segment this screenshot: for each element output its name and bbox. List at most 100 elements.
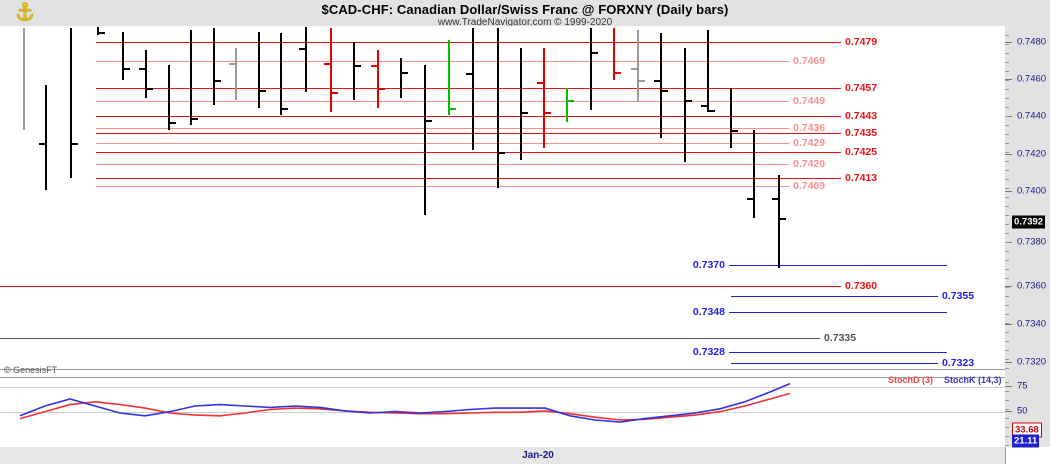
ohlc-open-tick (324, 63, 331, 65)
axis-tick (1005, 89, 1009, 90)
axis-tick (1005, 98, 1009, 99)
axis-tick (1005, 224, 1009, 225)
price-level-line (729, 352, 947, 353)
anchor-logo-icon (10, 0, 40, 24)
axis-tick (1005, 42, 1012, 43)
price-level-line (96, 101, 789, 102)
ohlc-bar (122, 32, 124, 80)
ohlc-open-tick (139, 68, 146, 70)
price-level-label: 0.7449 (793, 95, 826, 107)
ohlc-bar (590, 28, 592, 110)
ohlc-close-tick (259, 90, 266, 92)
price-chart-pane[interactable]: 0.7479 0.7469 0.7457 0.7449 0.7443 0.7436 0.74… (0, 26, 1006, 369)
price-level-line (96, 42, 841, 43)
price-level-label: 0.7443 (845, 110, 878, 122)
ohlc-open-tick (631, 68, 638, 70)
ohlc-bar (520, 48, 522, 160)
axis-tick (1005, 427, 1009, 428)
stochastic-pane[interactable] (0, 377, 1006, 449)
price-level-line (731, 296, 938, 297)
price-level-label: 0.7413 (845, 172, 878, 184)
axis-tick (1005, 332, 1009, 333)
ohlc-bar (497, 28, 499, 188)
price-level-label: 0.7360 (845, 280, 878, 292)
axis-tick (1005, 391, 1009, 392)
price-level-label: 0.7348 (692, 306, 725, 318)
price-level-line (731, 363, 938, 364)
ohlc-close-tick (401, 72, 408, 74)
price-level-line (96, 186, 789, 187)
ohlc-open-tick (772, 198, 779, 200)
axis-tick (1005, 179, 1009, 180)
price-level-label: 0.7436 (793, 122, 826, 134)
axis-tick (1005, 71, 1009, 72)
date-axis: Jan-20 (0, 447, 1006, 464)
ohlc-bar (235, 48, 237, 100)
ohlc-bar (213, 28, 215, 105)
ohlc-close-tick (123, 68, 130, 70)
price-level-line (96, 164, 789, 165)
price-level-label: 0.7425 (845, 146, 878, 158)
price-level-label: 0.7420 (793, 158, 826, 170)
axis-tick (1005, 191, 1012, 192)
ohlc-bar (45, 85, 47, 190)
axis-tick (1005, 260, 1009, 261)
price-level-line (96, 128, 789, 129)
ohlc-bar (400, 58, 402, 98)
axis-tick (1005, 409, 1009, 410)
axis-tick (1005, 341, 1009, 342)
ohlc-open-tick (371, 65, 378, 67)
ohlc-close-tick (354, 65, 361, 67)
ohlc-open-tick (747, 198, 754, 200)
axis-tick (1005, 251, 1009, 252)
axis-tick (1005, 350, 1009, 351)
pane-separator (0, 369, 1005, 378)
stochastic-axis-label: 75 (1017, 380, 1028, 392)
ohlc-close-tick (378, 88, 385, 90)
axis-tick (1005, 215, 1009, 216)
price-level-line (96, 143, 789, 144)
price-level-line (96, 133, 841, 134)
ohlc-close-tick (214, 80, 221, 82)
ohlc-open-tick (537, 82, 544, 84)
ohlc-close-tick (731, 130, 738, 132)
ohlc-close-tick (449, 108, 456, 110)
ohlc-open-tick (299, 48, 306, 50)
axis-tick (1005, 368, 1009, 369)
price-axis[interactable]: 0.7480 0.7460 0.7440 0.7420 0.7400 0.7380 0.73… (1005, 26, 1050, 448)
ohlc-bar (23, 28, 25, 130)
ohlc-open-tick (701, 105, 708, 107)
last-price-badge: 0.7392 (1012, 215, 1046, 229)
stochastic-value-badge: 21.11 (1012, 434, 1040, 448)
price-level-label: 0.7469 (793, 55, 826, 67)
ohlc-close-tick (425, 120, 432, 122)
ohlc-bar (543, 48, 545, 148)
price-axis-label: 0.7320 (1017, 356, 1047, 368)
price-level-line (0, 338, 820, 339)
price-level-label: 0.7370 (692, 259, 725, 271)
price-axis-label: 0.7460 (1017, 73, 1047, 85)
axis-tick (1005, 287, 1009, 288)
axis-tick (1005, 286, 1012, 287)
chart-title: $CAD-CHF: Canadian Dollar/Swiss Franc @ … (321, 2, 729, 17)
ohlc-bar (168, 65, 170, 130)
axis-tick (1005, 362, 1012, 363)
price-level-line (96, 88, 841, 89)
axis-tick (1005, 296, 1009, 297)
axis-tick (1005, 62, 1009, 63)
price-level-line (96, 61, 789, 62)
stochastic-series-line (19, 392, 791, 421)
ohlc-open-tick (466, 73, 473, 75)
ohlc-bar (613, 28, 615, 80)
price-level-line (0, 286, 841, 287)
ohlc-close-tick (281, 108, 288, 110)
ohlc-bar (730, 88, 732, 148)
ohlc-bar (684, 48, 686, 162)
stochastic-axis-label: 50 (1017, 405, 1028, 417)
axis-tick (1005, 161, 1009, 162)
ohlc-close-tick (544, 112, 551, 114)
axis-tick (1005, 305, 1009, 306)
axis-tick (1005, 206, 1009, 207)
price-axis-label: 0.7400 (1017, 185, 1047, 197)
